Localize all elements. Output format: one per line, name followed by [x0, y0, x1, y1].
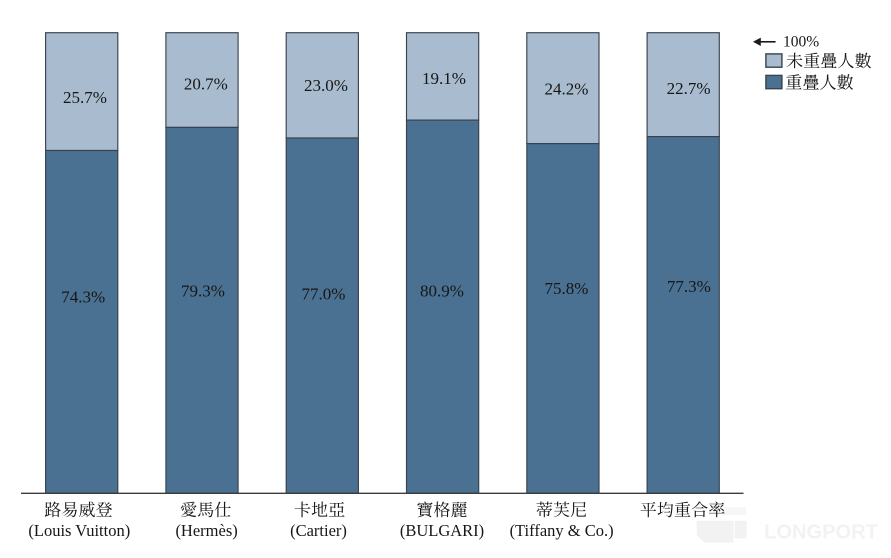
svg-text:20.7%: 20.7% [184, 74, 228, 93]
svg-text:25.7%: 25.7% [63, 88, 107, 107]
svg-text:LONGPORT: LONGPORT [764, 521, 879, 543]
svg-text:(BULGARI): (BULGARI) [400, 521, 484, 540]
svg-text:19.1%: 19.1% [422, 69, 466, 88]
svg-text:(Hermès): (Hermès) [175, 521, 237, 540]
svg-text:80.9%: 80.9% [420, 281, 464, 300]
svg-text:(Cartier): (Cartier) [290, 521, 347, 540]
svg-text:24.2%: 24.2% [545, 80, 589, 99]
svg-text:(Louis Vuitton): (Louis Vuitton) [28, 521, 130, 540]
svg-text:79.3%: 79.3% [181, 282, 225, 301]
svg-text:77.0%: 77.0% [301, 285, 345, 304]
svg-text:22.7%: 22.7% [667, 79, 711, 98]
svg-text:(Tiffany & Co.): (Tiffany & Co.) [510, 521, 614, 540]
svg-text:23.0%: 23.0% [304, 76, 348, 95]
svg-text:74.3%: 74.3% [61, 288, 105, 307]
svg-text:77.3%: 77.3% [667, 277, 711, 296]
svg-text:75.8%: 75.8% [545, 279, 589, 298]
svg-text:100%: 100% [783, 34, 819, 51]
